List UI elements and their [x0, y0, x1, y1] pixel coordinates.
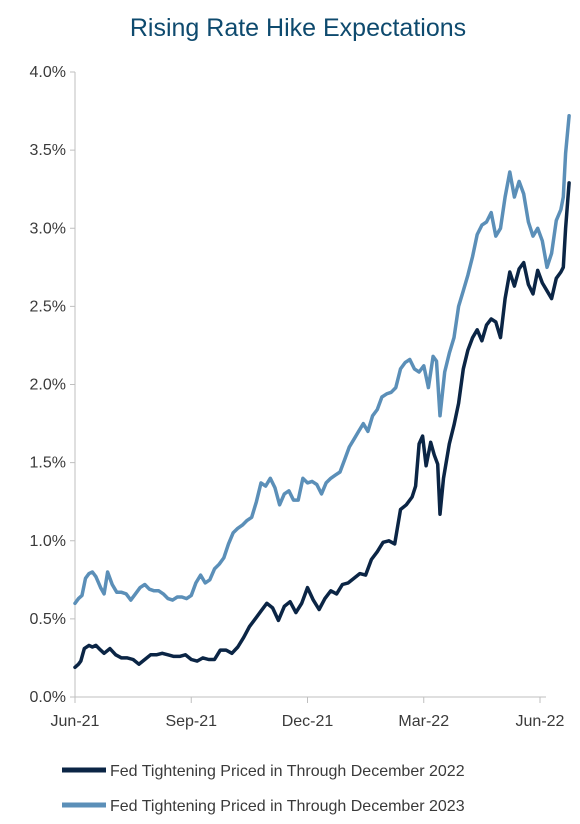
y-axis-ticks: 0.0% 0.5% 1.0% 1.5% 2.0% 2.5% 3.0% 3.5% 4.0% — [30, 64, 75, 706]
y-tick-label: 1.0% — [30, 533, 66, 550]
series-lines — [73, 114, 571, 670]
legend-label-dec-2022: Fed Tightening Priced in Through Decembe… — [110, 763, 465, 780]
x-tick-label: Jun-21 — [51, 713, 100, 730]
y-tick-label: 0.5% — [30, 611, 66, 628]
y-tick-label: 0.0% — [30, 689, 66, 706]
chart-title: Rising Rate Hike Expectations — [130, 14, 466, 42]
series-line-dec-2022 — [73, 181, 571, 670]
legend-item-dec-2022: Fed Tightening Priced in Through Decembe… — [62, 763, 465, 780]
y-tick-label: 1.5% — [30, 455, 66, 472]
x-axis-ticks: Jun-21 Sep-21 Dec-21 Mar-22 Jun-22 — [51, 697, 565, 730]
y-tick-label: 3.0% — [30, 220, 66, 237]
y-tick-label: 4.0% — [30, 64, 66, 81]
series-line-dec-2023 — [73, 114, 571, 606]
legend-item-dec-2023: Fed Tightening Priced in Through Decembe… — [62, 798, 465, 815]
y-tick-label: 2.0% — [30, 377, 66, 394]
legend: Fed Tightening Priced in Through Decembe… — [62, 763, 465, 815]
legend-label-dec-2023: Fed Tightening Priced in Through Decembe… — [110, 798, 465, 815]
x-tick-label: Sep-21 — [165, 713, 217, 730]
y-tick-label: 3.5% — [30, 142, 66, 159]
x-tick-label: Jun-22 — [516, 713, 565, 730]
x-tick-label: Mar-22 — [398, 713, 449, 730]
y-tick-label: 2.5% — [30, 298, 66, 315]
x-tick-label: Dec-21 — [282, 713, 334, 730]
